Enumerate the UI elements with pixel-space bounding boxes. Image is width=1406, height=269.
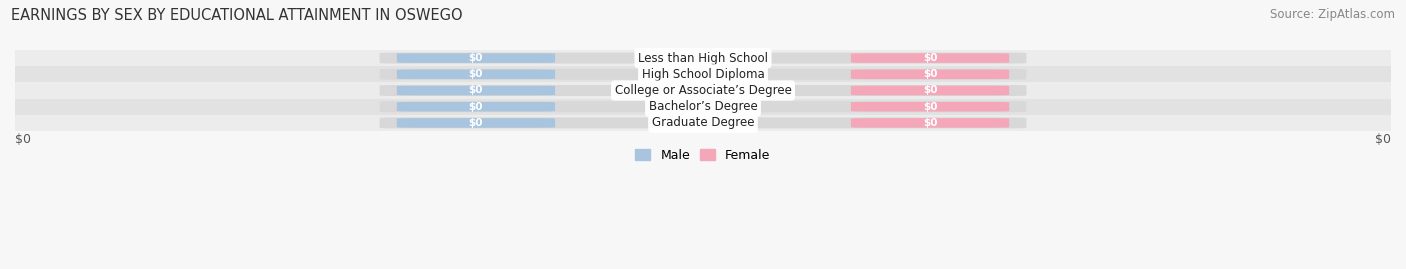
Text: $0: $0 (468, 86, 484, 95)
Text: $0: $0 (468, 53, 484, 63)
FancyBboxPatch shape (380, 52, 1026, 63)
FancyBboxPatch shape (851, 102, 1010, 111)
Text: High School Diploma: High School Diploma (641, 68, 765, 81)
FancyBboxPatch shape (851, 53, 1010, 63)
FancyBboxPatch shape (380, 117, 1026, 128)
Text: EARNINGS BY SEX BY EDUCATIONAL ATTAINMENT IN OSWEGO: EARNINGS BY SEX BY EDUCATIONAL ATTAINMEN… (11, 8, 463, 23)
Bar (15, 99, 1391, 115)
Bar (15, 115, 1391, 131)
Bar (15, 82, 1391, 99)
Text: Less than High School: Less than High School (638, 52, 768, 65)
FancyBboxPatch shape (396, 53, 555, 63)
FancyBboxPatch shape (851, 69, 1010, 79)
Text: Bachelor’s Degree: Bachelor’s Degree (648, 100, 758, 113)
FancyBboxPatch shape (851, 86, 1010, 95)
Text: $0: $0 (468, 102, 484, 112)
Text: $0: $0 (922, 102, 938, 112)
Bar (15, 50, 1391, 66)
Text: $0: $0 (922, 69, 938, 79)
FancyBboxPatch shape (396, 86, 555, 95)
Text: $0: $0 (468, 69, 484, 79)
Text: $0: $0 (468, 118, 484, 128)
Text: $0: $0 (15, 133, 31, 146)
FancyBboxPatch shape (396, 118, 555, 128)
FancyBboxPatch shape (380, 85, 1026, 96)
Text: $0: $0 (1375, 133, 1391, 146)
Text: $0: $0 (922, 53, 938, 63)
Text: $0: $0 (922, 118, 938, 128)
FancyBboxPatch shape (396, 102, 555, 111)
Text: $0: $0 (922, 86, 938, 95)
FancyBboxPatch shape (380, 101, 1026, 112)
FancyBboxPatch shape (380, 69, 1026, 80)
Text: College or Associate’s Degree: College or Associate’s Degree (614, 84, 792, 97)
FancyBboxPatch shape (396, 69, 555, 79)
Text: Source: ZipAtlas.com: Source: ZipAtlas.com (1270, 8, 1395, 21)
Bar (15, 66, 1391, 82)
FancyBboxPatch shape (851, 118, 1010, 128)
Legend: Male, Female: Male, Female (630, 144, 776, 167)
Text: Graduate Degree: Graduate Degree (652, 116, 754, 129)
